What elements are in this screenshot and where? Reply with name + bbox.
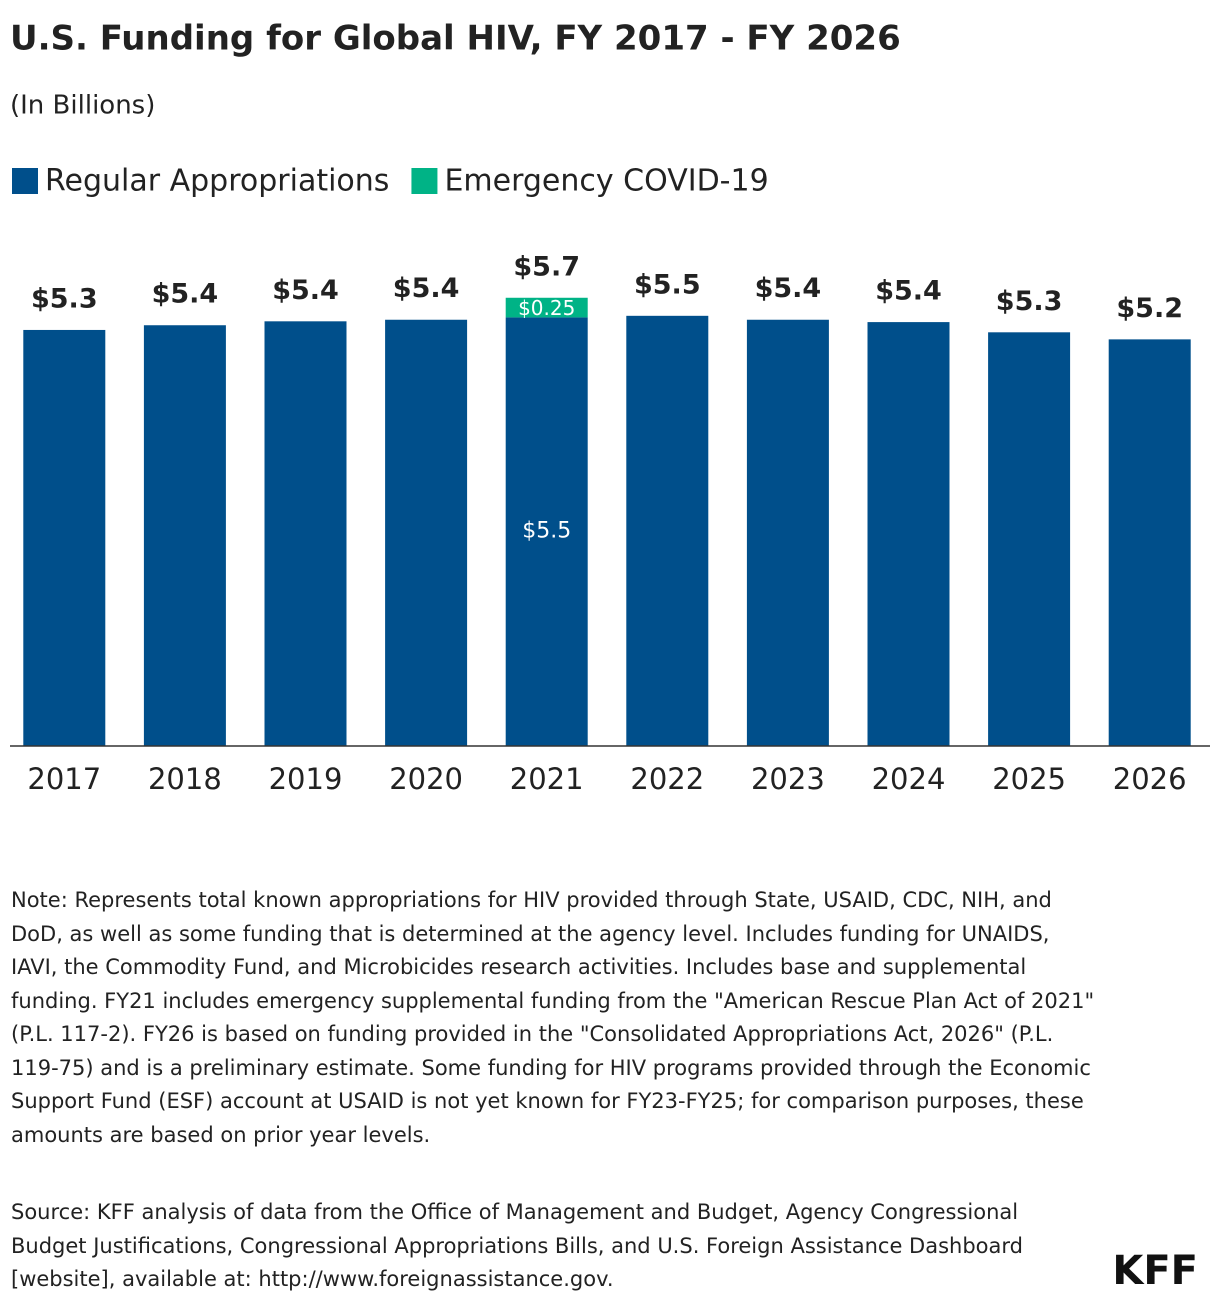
legend-swatch — [411, 168, 438, 194]
bar-segment — [385, 319, 468, 746]
x-tick-label: 2026 — [1113, 762, 1187, 796]
chart-subtitle: (In Billions) — [10, 91, 155, 121]
x-tick-label: 2024 — [872, 762, 946, 796]
x-tick-label: 2021 — [510, 762, 584, 796]
x-tick-label: 2023 — [751, 762, 825, 796]
value-label: $5.4 — [755, 273, 822, 304]
x-tick-label: 2018 — [148, 762, 222, 796]
value-label: $5.4 — [875, 276, 942, 307]
bar-segment — [988, 332, 1071, 746]
x-tick-label: 2025 — [992, 762, 1066, 796]
value-label: $5.5 — [522, 519, 571, 544]
total-label: $5.7 — [513, 251, 580, 282]
bar-segment — [867, 322, 950, 746]
note: Note: Represents total known appropriati… — [11, 888, 1095, 1147]
value-label: $5.5 — [634, 269, 701, 300]
legend-label: Emergency COVID-19 — [444, 164, 768, 199]
legend-label: Regular Appropriations — [45, 164, 389, 199]
value-label: $0.25 — [518, 296, 575, 320]
value-label: $5.4 — [152, 279, 219, 310]
bar-segment — [746, 319, 829, 746]
x-tick-label: 2020 — [389, 762, 463, 796]
source: Source: KFF analysis of data from the Of… — [11, 1200, 1023, 1291]
chart: U.S. Funding for Global HIV, FY 2017 - F… — [10, 19, 1210, 796]
bar-segment — [626, 315, 709, 746]
x-tick-label: 2017 — [27, 762, 101, 796]
x-tick-label: 2022 — [630, 762, 704, 796]
chart-title: U.S. Funding for Global HIV, FY 2017 - F… — [10, 19, 901, 59]
bar-segment — [23, 329, 106, 746]
bar-segment — [1108, 339, 1191, 746]
logo: KFF — [1112, 1248, 1198, 1294]
bar-segment — [143, 325, 226, 746]
bar-segment — [505, 297, 588, 318]
bar-segment — [505, 317, 588, 746]
value-label: $5.2 — [1116, 293, 1183, 324]
value-label: $5.4 — [393, 273, 460, 304]
value-label: $5.4 — [272, 275, 339, 306]
bar-segment — [264, 321, 347, 746]
value-label: $5.3 — [996, 286, 1063, 317]
x-tick-label: 2019 — [269, 762, 343, 796]
legend-swatch — [12, 168, 38, 194]
value-label: $5.3 — [31, 283, 98, 314]
